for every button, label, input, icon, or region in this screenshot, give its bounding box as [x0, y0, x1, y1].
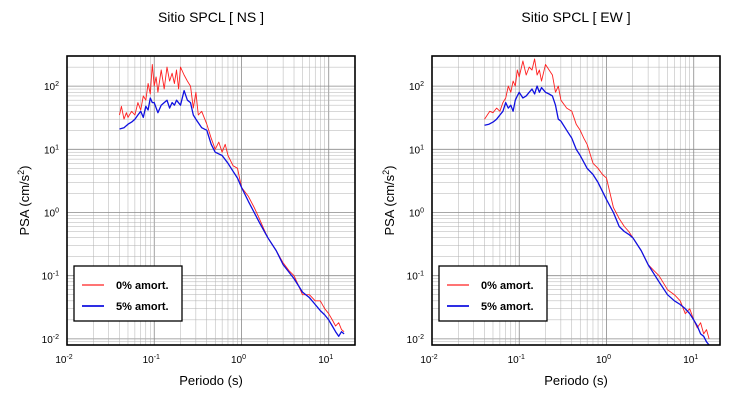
x-axis-label-ns: Periodo (s): [179, 373, 243, 388]
x-tick-base: 10: [683, 355, 695, 366]
y-tick-base: 10: [44, 209, 56, 220]
x-tick-base: 10: [143, 355, 155, 366]
x-tick-exponent: 0: [242, 354, 246, 361]
y-tick-exponent: 1: [55, 144, 59, 151]
y-tick-exponent: -2: [418, 334, 424, 341]
y-tick-label-ew: 102: [409, 81, 424, 93]
chart-title-ns: Sitio SPCL [ NS ]: [158, 9, 264, 25]
chart-ns: Sitio SPCL [ NS ] 10-2 10-1 100 10110-210-1…: [16, 9, 356, 388]
y-tick-exponent: 0: [420, 208, 424, 215]
x-tick-base: 10: [596, 355, 608, 366]
legend-label: 5% amort.: [481, 301, 534, 313]
x-tick-exponent: -1: [154, 354, 160, 361]
y-label-close: ): [382, 165, 397, 169]
y-tick-base: 10: [42, 272, 54, 283]
x-tick-exponent: 1: [694, 354, 698, 361]
y-tick-base: 10: [44, 145, 56, 156]
y-label-text: PSA (cm/s: [17, 174, 32, 235]
plot-frame-ns: [66, 55, 356, 346]
y-tick-base: 10: [407, 335, 419, 346]
y-tick-base: 10: [42, 335, 54, 346]
y-tick-base: 10: [409, 209, 421, 220]
y-tick-exponent: 2: [420, 81, 424, 88]
y-tick-label-ew: 101: [409, 144, 424, 156]
y-tick-label-ew: 100: [409, 208, 424, 220]
y-label-close: ): [17, 165, 32, 169]
y-label-exponent: 2: [381, 170, 391, 175]
chart-ew: Sitio SPCL [ EW ] 10-2 10-1 100 10110-210-1…: [381, 9, 721, 388]
legend-label: 5% amort.: [116, 301, 169, 313]
legend-label: 0% amort.: [116, 280, 169, 292]
x-tick-base: 10: [318, 355, 330, 366]
x-tick-base: 10: [508, 355, 520, 366]
y-tick-exponent: -1: [418, 271, 424, 278]
legend-ew: 0% amort. 5% amort.: [438, 265, 548, 322]
chart-title-ew: Sitio SPCL [ EW ]: [521, 9, 630, 25]
y-tick-exponent: 2: [55, 81, 59, 88]
y-tick-exponent: 1: [420, 144, 424, 151]
x-tick-label-ns: 101: [318, 354, 333, 366]
x-tick-base: 10: [420, 355, 432, 366]
x-tick-label-ns: 10-2: [55, 354, 72, 366]
y-label-text: PSA (cm/s: [382, 174, 397, 235]
x-tick-base: 10: [231, 355, 243, 366]
series-line-undamped-ew: [484, 58, 710, 340]
legend-box: [438, 265, 548, 322]
x-tick-exponent: -2: [431, 354, 437, 361]
y-tick-label-ew: 10-1: [407, 271, 424, 283]
legend-box: [73, 265, 183, 322]
x-tick-exponent: 0: [607, 354, 611, 361]
x-axis-label-ew: Periodo (s): [544, 373, 608, 388]
y-tick-label-ns: 100: [44, 208, 59, 220]
y-tick-label-ns: 10-2: [42, 334, 59, 346]
y-tick-label-ns: 10-1: [42, 271, 59, 283]
x-tick-exponent: -1: [519, 354, 525, 361]
x-tick-base: 10: [55, 355, 67, 366]
x-tick-label-ew: 10-2: [420, 354, 437, 366]
y-tick-label-ns: 102: [44, 81, 59, 93]
y-tick-base: 10: [407, 272, 419, 283]
y-tick-label-ns: 101: [44, 144, 59, 156]
x-tick-label-ns: 100: [231, 354, 246, 366]
y-tick-base: 10: [409, 145, 421, 156]
x-tick-label-ew: 10-1: [508, 354, 525, 366]
x-tick-exponent: 1: [329, 354, 333, 361]
y-axis-label-ns: PSA (cm/s2): [16, 165, 32, 235]
y-tick-exponent: -2: [53, 334, 59, 341]
y-tick-exponent: 0: [55, 208, 59, 215]
x-tick-label-ew: 100: [596, 354, 611, 366]
y-tick-base: 10: [409, 82, 421, 93]
y-label-exponent: 2: [16, 170, 26, 175]
legend-ns: 0% amort. 5% amort.: [73, 265, 183, 322]
x-tick-label-ew: 101: [683, 354, 698, 366]
series-line-damped-ns: [119, 89, 345, 337]
y-tick-exponent: -1: [53, 271, 59, 278]
x-tick-label-ns: 10-1: [143, 354, 160, 366]
y-axis-label-ew: PSA (cm/s2): [381, 165, 397, 235]
x-tick-exponent: -2: [66, 354, 72, 361]
legend-label: 0% amort.: [481, 280, 534, 292]
y-tick-base: 10: [44, 82, 56, 93]
y-tick-label-ew: 10-2: [407, 334, 424, 346]
series-line-damped-ew: [484, 85, 710, 346]
plot-frame-ew: [431, 55, 721, 346]
